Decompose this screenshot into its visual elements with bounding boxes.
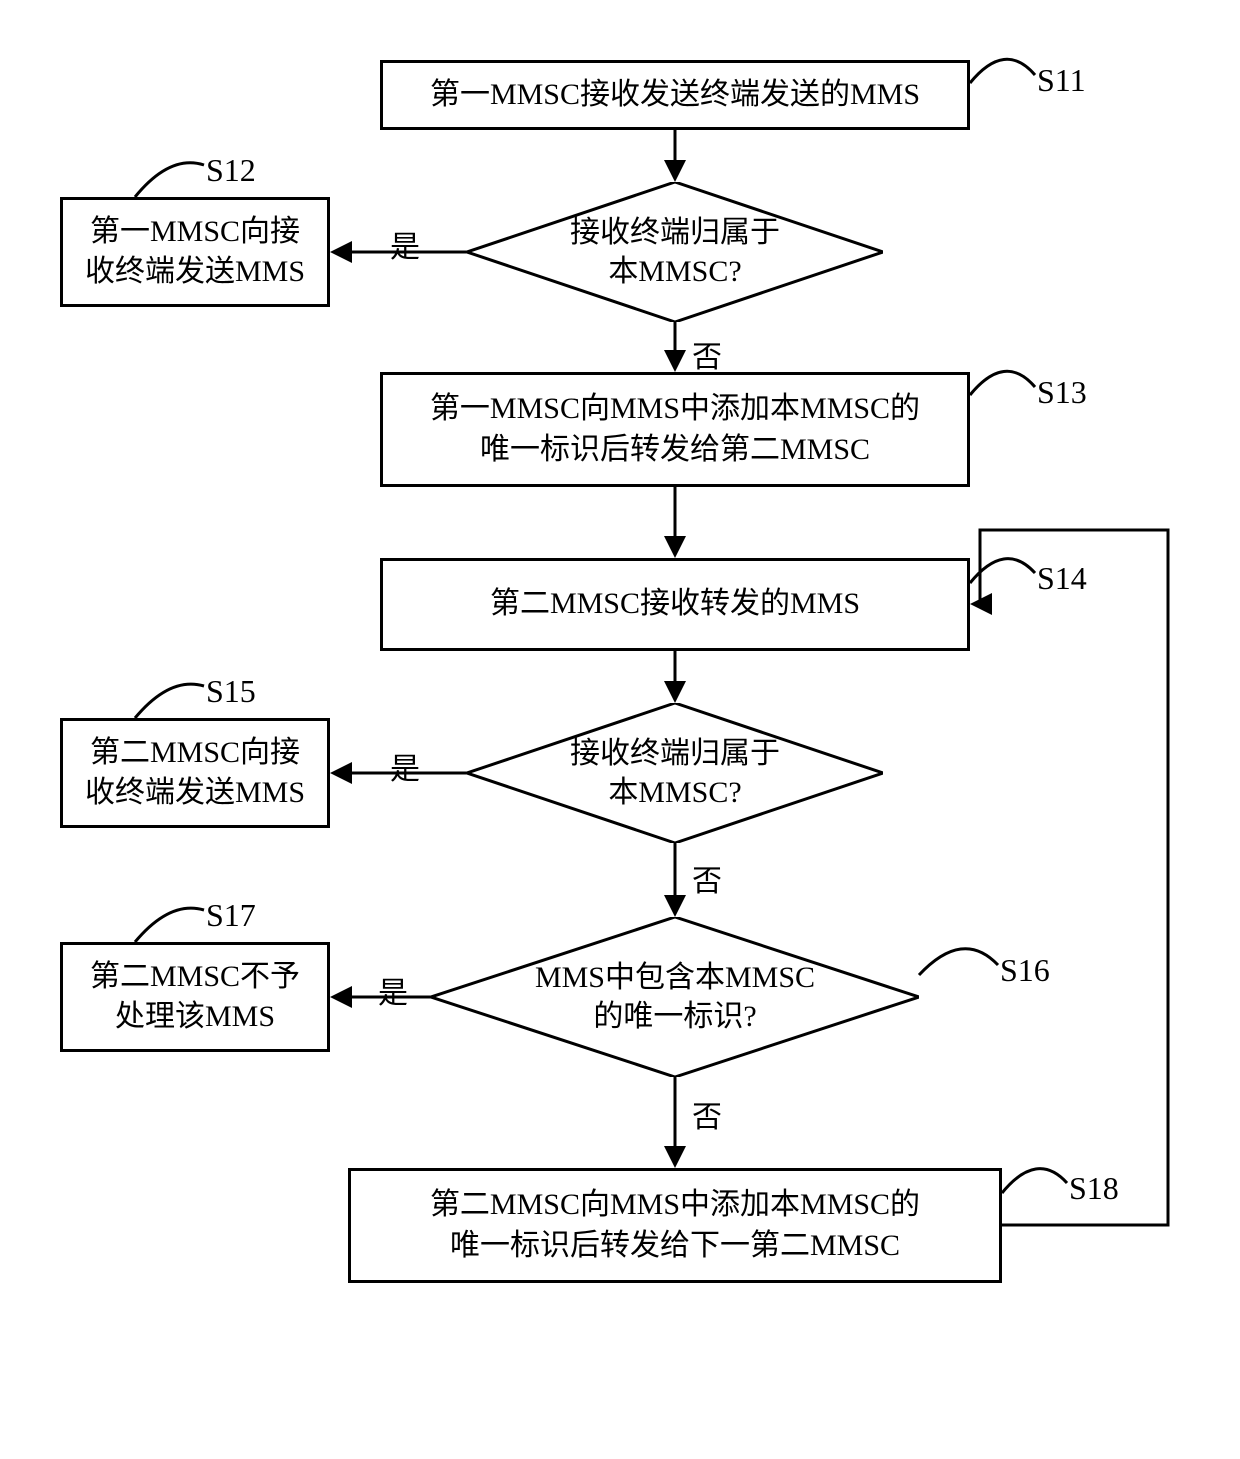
step-curl-c16 (919, 949, 998, 975)
arrowhead-e-s14-d2 (664, 681, 686, 703)
decision-text: MMS中包含本MMSC 的唯一标识? (431, 917, 919, 1077)
arrowhead-e-d2-d16 (664, 895, 686, 917)
process-box-s13: 第一MMSC向MMS中添加本MMSC的 唯一标识后转发给第二MMSC (380, 372, 970, 487)
step-label-L13: S13 (1037, 374, 1087, 411)
step-curl-c18 (1002, 1169, 1067, 1193)
edge-label-el1y: 是 (390, 222, 420, 266)
step-label-L18: S18 (1069, 1170, 1119, 1207)
arrowhead-e-d1-s12 (330, 241, 352, 263)
step-curl-c13 (970, 371, 1035, 395)
process-box-text: 第二MMSC接收转发的MMS (490, 584, 860, 625)
edge-label-el2y: 是 (390, 744, 420, 788)
edge-e-s18-s14 (979, 530, 1168, 1225)
process-box-s15: 第二MMSC向接 收终端发送MMS (60, 718, 330, 828)
step-label-L17: S17 (206, 897, 256, 934)
arrowhead-e-s18-s14 (970, 593, 992, 615)
process-box-text: 第一MMSC向接 收终端发送MMS (85, 212, 305, 293)
process-box-text: 第二MMSC向接 收终端发送MMS (85, 733, 305, 814)
arrowhead-e-d2-s15 (330, 762, 352, 784)
step-label-L12: S12 (206, 152, 256, 189)
step-curl-c17 (135, 908, 204, 942)
process-box-s14: 第二MMSC接收转发的MMS (380, 558, 970, 651)
process-box-s11: 第一MMSC接收发送终端发送的MMS (380, 60, 970, 130)
arrowhead-e-s11-d1 (664, 160, 686, 182)
process-box-s18: 第二MMSC向MMS中添加本MMSC的 唯一标识后转发给下一第二MMSC (348, 1168, 1002, 1283)
flowchart-canvas: 第一MMSC接收发送终端发送的MMS 第一MMSC向接 收终端发送MMS 第一MMS… (0, 0, 1240, 1459)
process-box-text: 第一MMSC接收发送终端发送的MMS (430, 75, 920, 116)
step-label-L11: S11 (1037, 62, 1086, 99)
process-box-s12: 第一MMSC向接 收终端发送MMS (60, 197, 330, 307)
edge-label-el1n: 否 (692, 332, 722, 376)
decision-diamond-d2: 接收终端归属于 本MMSC? (467, 703, 883, 843)
edge-label-el3n: 否 (692, 1092, 722, 1136)
step-curl-c11 (970, 59, 1035, 83)
step-curl-c14 (970, 559, 1035, 583)
step-curl-c15 (135, 684, 204, 718)
step-label-L15: S15 (206, 673, 256, 710)
step-label-L16: S16 (1000, 952, 1050, 989)
process-box-s17: 第二MMSC不予 处理该MMS (60, 942, 330, 1052)
edge-label-el3y: 是 (378, 968, 408, 1012)
arrowhead-e-s13-s14 (664, 536, 686, 558)
arrowhead-e-d16-s17 (330, 986, 352, 1008)
process-box-text: 第二MMSC向MMS中添加本MMSC的 唯一标识后转发给下一第二MMSC (430, 1185, 920, 1266)
step-label-L14: S14 (1037, 560, 1087, 597)
decision-text: 接收终端归属于 本MMSC? (467, 182, 883, 322)
decision-text: 接收终端归属于 本MMSC? (467, 703, 883, 843)
process-box-text: 第一MMSC向MMS中添加本MMSC的 唯一标识后转发给第二MMSC (430, 389, 920, 470)
decision-diamond-d1: 接收终端归属于 本MMSC? (467, 182, 883, 322)
process-box-text: 第二MMSC不予 处理该MMS (90, 957, 300, 1038)
edge-label-el2n: 否 (692, 856, 722, 900)
arrowhead-e-d16-s18 (664, 1146, 686, 1168)
arrowhead-e-d1-s13 (664, 350, 686, 372)
step-curl-c12 (135, 163, 204, 197)
decision-diamond-d16: MMS中包含本MMSC 的唯一标识? (431, 917, 919, 1077)
